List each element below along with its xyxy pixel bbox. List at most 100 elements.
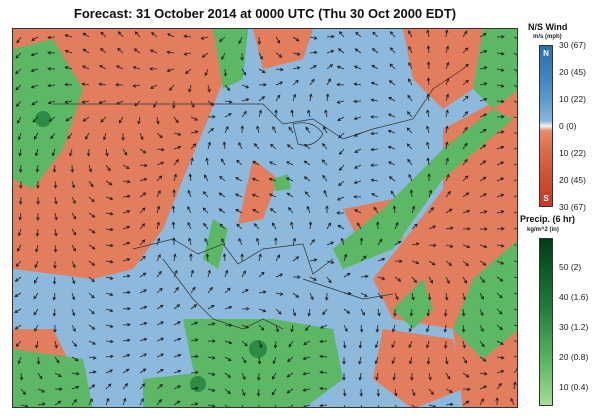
wind-arrow xyxy=(241,324,250,329)
wind-arrow xyxy=(54,228,58,237)
wind-arrow xyxy=(288,126,294,134)
wind-arrow xyxy=(88,384,96,390)
wind-arrow xyxy=(105,148,109,157)
wind-arrow xyxy=(425,340,430,349)
wind-arrow xyxy=(71,324,76,332)
wind-arrow xyxy=(48,116,56,122)
wind-arrow xyxy=(479,385,488,390)
wind-arrow xyxy=(207,127,215,134)
wind-arrows xyxy=(14,29,517,407)
wind-arrow xyxy=(241,372,246,381)
wind-arrow xyxy=(67,132,73,140)
wind-arrow xyxy=(105,354,114,359)
wind-arrow xyxy=(105,196,114,201)
wind-arrow xyxy=(288,404,294,407)
wind-arrow xyxy=(425,324,430,333)
wind-arrow xyxy=(479,193,488,198)
wind-arrow xyxy=(137,116,141,125)
wind-arrow xyxy=(139,255,146,262)
wind-arrow xyxy=(268,161,277,166)
wind-arrow xyxy=(305,324,311,332)
wind-arrow xyxy=(202,191,209,198)
wind-arrow xyxy=(275,67,284,72)
wind-arrow xyxy=(496,210,505,214)
wind-arrow xyxy=(408,173,413,182)
wind-arrow xyxy=(64,82,73,87)
wind-arrow xyxy=(139,132,144,141)
wind-arrow xyxy=(394,240,402,246)
wind-arrow xyxy=(309,93,313,102)
wind-arrow xyxy=(322,308,328,316)
wind-arrow xyxy=(326,222,331,230)
wind-arrow xyxy=(513,195,517,198)
wind-arrow xyxy=(445,157,449,166)
wind-arrow xyxy=(115,83,124,87)
wind-arrow xyxy=(17,132,22,141)
wind-arrow xyxy=(122,148,128,156)
wind-arrow xyxy=(338,31,345,38)
wind-tick-label: 10 (22) xyxy=(559,148,586,158)
wind-arrow xyxy=(100,47,107,54)
wind-arrow xyxy=(54,340,58,349)
wind-arrow xyxy=(326,260,335,264)
wind-arrow xyxy=(292,36,300,42)
wind-arrow xyxy=(479,97,488,102)
wind-arrow xyxy=(71,399,78,406)
wind-arrow xyxy=(236,223,243,230)
wind-arrow xyxy=(122,306,131,311)
wind-arrow xyxy=(238,237,243,246)
wind-arrow xyxy=(54,387,63,391)
wind-arrow xyxy=(479,276,486,284)
wind-arrow xyxy=(190,100,195,109)
wind-arrow xyxy=(336,65,345,70)
wind-arrow xyxy=(496,99,505,104)
wind-arrow xyxy=(513,179,517,182)
wind-arrow xyxy=(139,368,147,374)
wind-arrow xyxy=(269,208,277,214)
wind-arrow xyxy=(139,337,148,342)
weather-map[interactable] xyxy=(12,28,518,408)
wind-arrow xyxy=(513,227,517,230)
wind-precip-field xyxy=(13,29,517,407)
wind-arrow xyxy=(462,192,470,198)
wind-arrow xyxy=(156,147,165,152)
wind-arrow xyxy=(462,209,471,214)
wind-arrow xyxy=(411,388,416,397)
wind-arrow xyxy=(377,276,386,281)
wind-arrow xyxy=(389,47,396,54)
wind-arrow xyxy=(513,355,517,358)
wind-arrow xyxy=(156,383,164,390)
wind-arrow xyxy=(309,258,318,262)
wind-arrow xyxy=(286,192,294,198)
wind-arrow xyxy=(377,238,383,246)
wind-arrow xyxy=(52,276,57,285)
wind-arrow xyxy=(139,305,148,310)
wind-arrow xyxy=(88,356,97,360)
wind-arrow xyxy=(153,100,158,108)
wind-arrow xyxy=(319,370,328,375)
wind-arrow xyxy=(156,161,165,166)
wind-arrow xyxy=(274,237,278,246)
wind-arrow xyxy=(240,52,244,61)
wind-arrow xyxy=(122,194,131,199)
wind-arrow xyxy=(287,206,294,214)
wind-arrow xyxy=(241,404,244,407)
wind-arrow xyxy=(394,404,397,407)
wind-arrow xyxy=(166,50,175,55)
wind-arrow xyxy=(360,292,368,297)
wind-arrow xyxy=(275,81,284,86)
wind-arrow xyxy=(324,292,329,301)
wind-arrow xyxy=(444,29,449,38)
wind-arrow xyxy=(156,175,163,182)
wind-arrow xyxy=(105,339,114,344)
map-title: Forecast: 31 October 2014 at 0000 UTC (T… xyxy=(73,6,457,21)
wind-arrow xyxy=(370,147,379,152)
wind-arrow xyxy=(257,372,261,381)
wind-arrow xyxy=(207,322,216,326)
wind-arrow xyxy=(190,402,199,406)
precip-tick-label: 40 (1.6) xyxy=(559,292,589,302)
wind-arrow xyxy=(388,97,396,102)
wind-arrow xyxy=(387,145,396,150)
wind-arrow xyxy=(204,237,209,246)
wind-arrow xyxy=(303,404,311,407)
